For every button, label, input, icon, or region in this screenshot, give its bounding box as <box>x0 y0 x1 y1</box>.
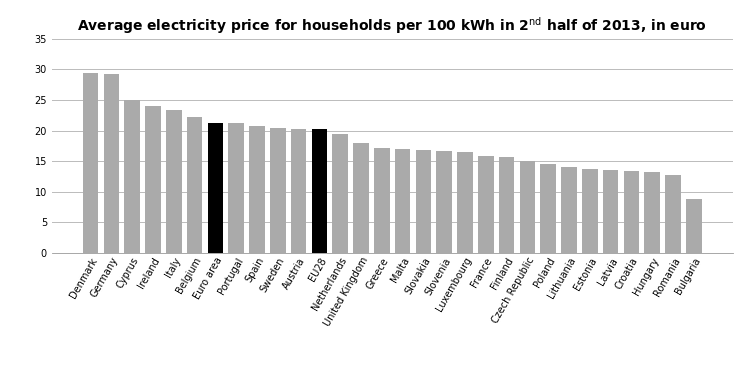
Bar <box>353 144 369 253</box>
Bar <box>665 175 681 253</box>
Bar <box>207 123 223 253</box>
Bar <box>124 100 140 253</box>
Title: Average electricity price for households per 100 kWh in 2$^{\mathrm{nd}}$ half o: Average electricity price for households… <box>77 15 707 36</box>
Bar <box>416 150 431 253</box>
Bar <box>145 105 161 253</box>
Bar <box>499 157 514 253</box>
Bar <box>249 126 265 253</box>
Bar <box>104 74 119 253</box>
Bar <box>519 161 535 253</box>
Bar <box>686 199 702 253</box>
Bar <box>603 170 619 253</box>
Bar <box>186 117 202 253</box>
Bar <box>457 152 473 253</box>
Bar <box>395 149 411 253</box>
Bar <box>561 167 577 253</box>
Bar <box>291 129 306 253</box>
Bar <box>332 134 348 253</box>
Bar <box>229 123 244 253</box>
Bar <box>270 128 286 253</box>
Bar <box>83 72 98 253</box>
Bar <box>624 171 639 253</box>
Bar <box>437 151 452 253</box>
Bar <box>540 164 556 253</box>
Bar <box>312 129 327 253</box>
Bar <box>478 156 494 253</box>
Bar <box>645 172 660 253</box>
Bar <box>374 148 389 253</box>
Bar <box>582 169 598 253</box>
Bar <box>166 110 181 253</box>
